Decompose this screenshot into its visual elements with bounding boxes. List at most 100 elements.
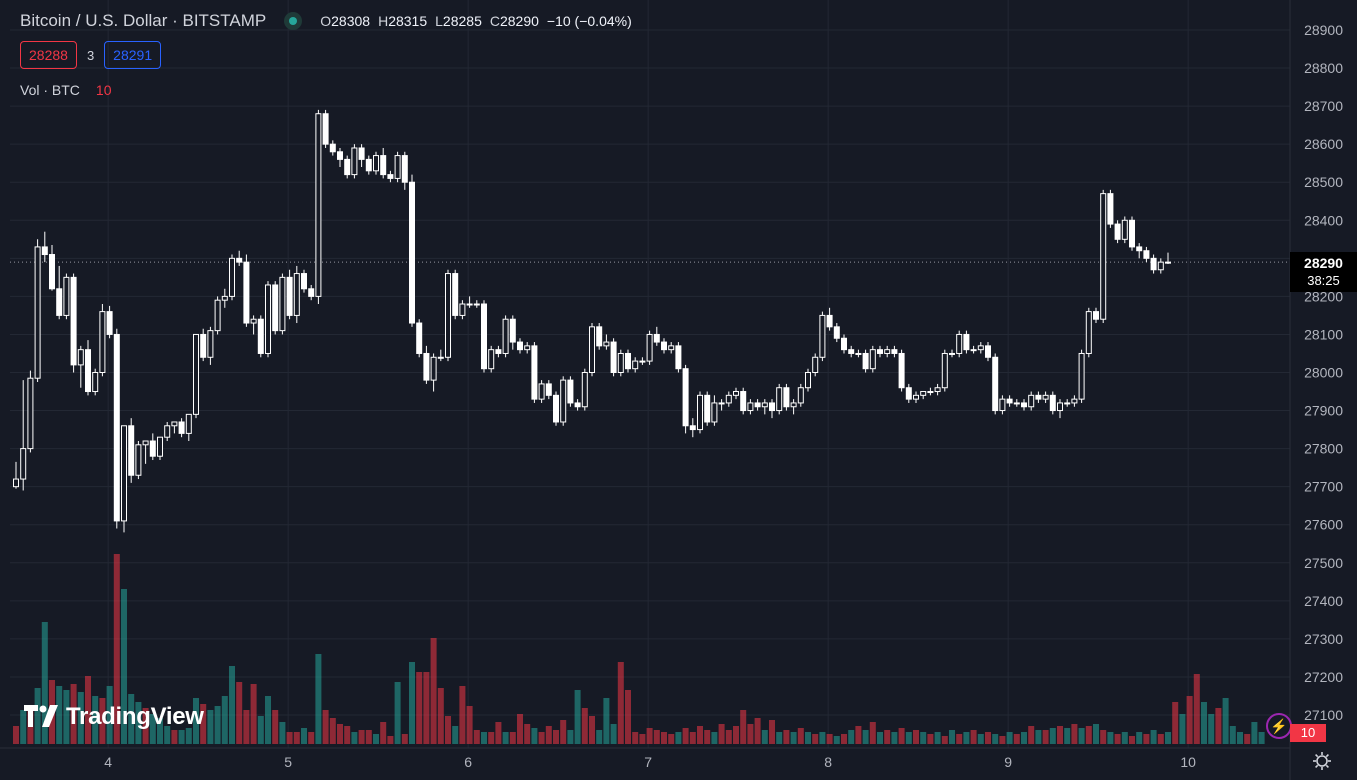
volume-bar: [286, 732, 293, 744]
volume-bar: [661, 732, 667, 744]
candle-body: [783, 387, 790, 408]
volume-bar: [761, 730, 768, 744]
candle-body: [589, 326, 595, 374]
volume-bar: [733, 726, 739, 744]
volume-bar: [610, 724, 617, 744]
candle-body: [13, 478, 19, 488]
volume-bar: [740, 710, 747, 744]
tradingview-logo-icon: [24, 705, 58, 727]
candle-body: [337, 151, 343, 160]
volume-bar: [927, 734, 934, 744]
candle-body: [531, 345, 538, 400]
buy-button[interactable]: 28291: [104, 41, 162, 69]
volume-bar: [1107, 732, 1114, 744]
volume-bar: [250, 684, 257, 744]
volume-bar: [1172, 702, 1179, 744]
candle-body: [423, 352, 430, 381]
volume-bar: [351, 732, 358, 744]
candle-body: [646, 333, 653, 362]
volume-bar: [797, 728, 804, 744]
x-tick-label: 7: [644, 754, 652, 770]
y-tick-label: 28900: [1304, 22, 1343, 38]
volume-bar: [1093, 724, 1099, 744]
volume-bar: [430, 638, 437, 744]
symbol-title[interactable]: Bitcoin / U.S. Dollar · BITSTAMP: [20, 11, 267, 30]
volume-bar: [229, 666, 235, 744]
volume-bar: [1078, 728, 1085, 744]
volume-bar: [63, 690, 70, 744]
volume-bar: [459, 686, 466, 744]
candle-body: [301, 273, 307, 290]
volume-bar: [466, 706, 473, 744]
volume-bar: [380, 722, 387, 744]
volume-bar: [41, 622, 48, 744]
close-value: 28290: [499, 13, 539, 29]
volume-bar: [617, 662, 624, 744]
candle-body: [524, 345, 531, 351]
candle-body: [135, 444, 142, 476]
candle-body: [603, 341, 610, 347]
volume-bar: [394, 682, 401, 744]
volume-bar: [20, 710, 27, 744]
volume-bar: [1042, 730, 1049, 744]
volume-bar: [531, 728, 538, 744]
gear-icon[interactable]: [1312, 751, 1332, 771]
candle-body: [373, 155, 379, 172]
volume-bar: [337, 724, 343, 744]
volume-bar: [221, 696, 228, 744]
candle-body: [999, 398, 1006, 412]
candle-body: [193, 333, 199, 415]
volume-bar: [639, 734, 646, 744]
candle-body: [1085, 311, 1092, 354]
candle-body: [85, 349, 91, 393]
volume-bar: [581, 708, 588, 744]
candle-body: [1107, 193, 1114, 225]
volume-bar: [747, 724, 754, 744]
volume-label[interactable]: Vol · BTC: [20, 82, 80, 98]
candle-body: [877, 349, 883, 354]
candle-body: [1078, 352, 1085, 400]
candle-body: [913, 394, 919, 400]
candle-body: [1071, 398, 1078, 404]
volume-bar: [1100, 730, 1107, 744]
volume-bar: [682, 728, 689, 744]
candle-body: [733, 391, 739, 396]
volume-bar: [1013, 734, 1020, 744]
lightning-icon[interactable]: ⚡: [1266, 713, 1292, 739]
tradingview-logo[interactable]: TradingView: [24, 703, 204, 731]
candle-body: [905, 387, 912, 400]
volume-bar: [358, 730, 365, 744]
candle-body: [221, 295, 228, 301]
candle-body: [1143, 250, 1150, 259]
volume-bar: [481, 732, 487, 744]
candle-body: [797, 387, 804, 404]
sell-button[interactable]: 28288: [20, 41, 77, 69]
volume-bar: [373, 734, 379, 744]
volume-bar: [1136, 732, 1143, 744]
volume-bar: [783, 730, 790, 744]
volume-bar: [488, 732, 495, 744]
volume-bar: [473, 730, 480, 744]
volume-bar: [646, 728, 653, 744]
volume-bar: [1129, 736, 1135, 744]
candle-body: [1129, 219, 1135, 248]
candle-body: [596, 326, 603, 347]
candle-body: [41, 246, 48, 256]
volume-bar: [142, 708, 149, 744]
spread-value: 3: [86, 47, 95, 63]
candle-body: [790, 402, 797, 408]
y-tick-label: 28600: [1304, 136, 1343, 152]
volume-bar: [632, 732, 639, 744]
candle-body: [761, 402, 768, 408]
volume-bar: [833, 736, 840, 744]
candle-body: [661, 341, 667, 351]
candle-body: [157, 436, 163, 457]
candle-body: [149, 440, 156, 457]
volume-axis-label: 10: [1290, 724, 1326, 742]
candle-body: [473, 303, 480, 306]
volume-value: 10: [95, 82, 112, 98]
candle-body: [495, 349, 502, 354]
volume-bar: [272, 710, 279, 744]
candle-body: [437, 356, 444, 359]
